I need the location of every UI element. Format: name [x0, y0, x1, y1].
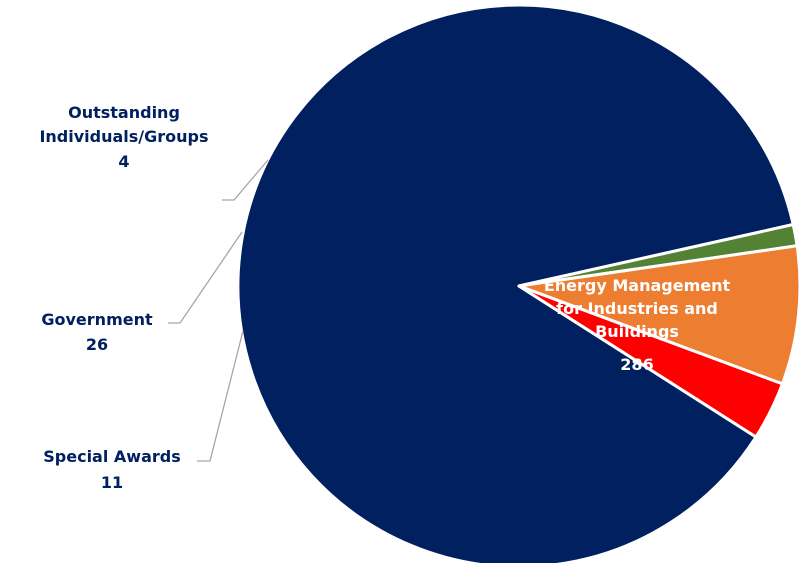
slice-value-special-awards: 11 [101, 473, 123, 492]
slice-value-government: 26 [86, 335, 108, 354]
slice-label-outstanding-line-1: Outstanding [68, 103, 180, 122]
leader-line-special-awards [197, 330, 244, 462]
pie-slice-special-awards [517, 284, 784, 439]
leader-line-outstanding [222, 159, 269, 201]
slice-label-government-line-1: Government [41, 310, 153, 329]
pie-slices [236, 3, 800, 563]
slice-label-energy-management-line-1: Energy Management [544, 276, 731, 295]
slice-value-outstanding: 4 [118, 152, 129, 171]
slice-label-energy-management-line-2: for Industries and [556, 299, 718, 318]
slice-label-energy-management: Energy Management for Industries and Bui… [544, 276, 731, 374]
slice-value-energy-management: 286 [620, 355, 653, 374]
slice-label-outstanding-line-2: Individuals/Groups [39, 127, 208, 146]
slice-label-government: Government 26 [41, 310, 153, 354]
pie-slice-government [517, 244, 800, 386]
slice-label-special-awards: Special Awards 11 [43, 447, 180, 492]
slice-label-outstanding-individuals: Outstanding Individuals/Groups 4 [39, 103, 208, 171]
leader-line-government [168, 231, 243, 324]
slice-label-energy-management-line-3: Buildings [595, 322, 679, 341]
leader-lines [168, 159, 269, 462]
pie-slice-energy-management [236, 3, 795, 563]
slice-label-special-awards-line-1: Special Awards [43, 447, 180, 466]
